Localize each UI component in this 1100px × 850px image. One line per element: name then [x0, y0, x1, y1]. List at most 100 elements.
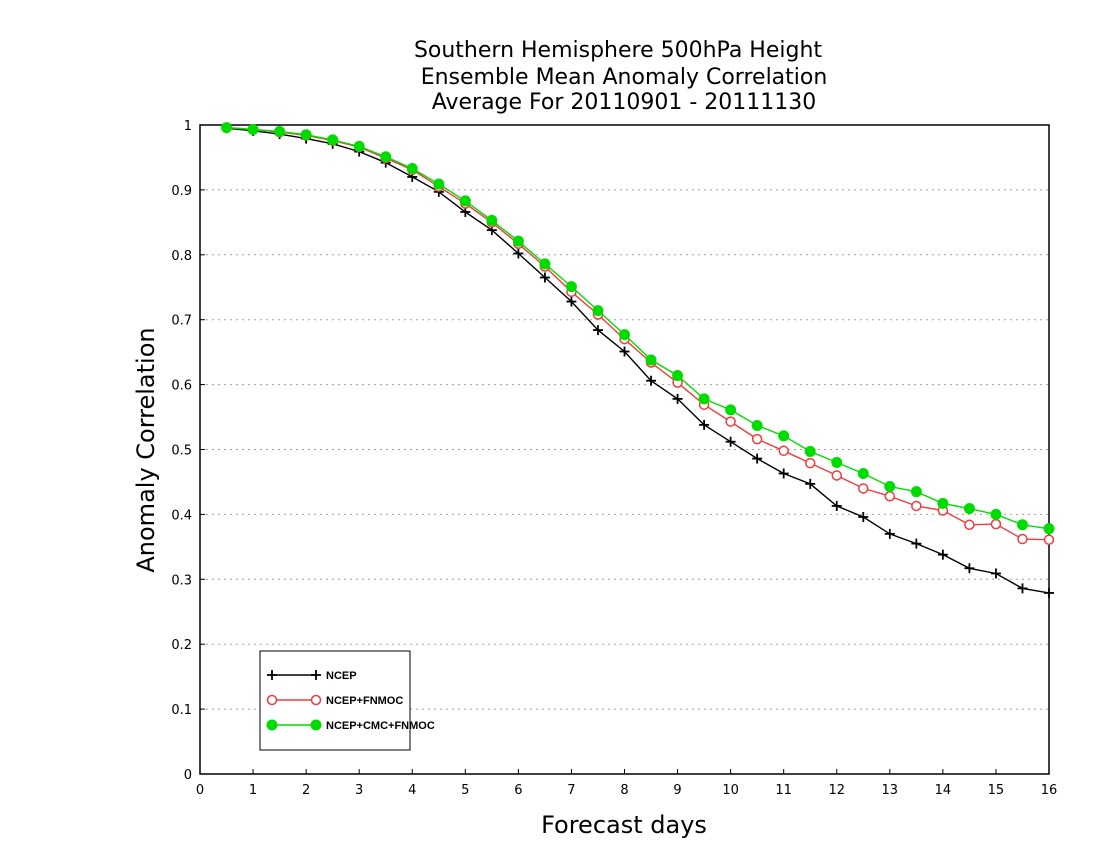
series-1-point-25 [884, 490, 896, 502]
series-0-point-12 [539, 272, 550, 283]
legend-marker-left-1 [266, 694, 278, 706]
chart-title-line-2: Ensemble Mean Anomaly Correlation [421, 65, 828, 90]
series-2-point-23 [831, 456, 843, 468]
series-2-point-3 [300, 129, 312, 141]
chart-title-line-1: Southern Hemisphere 500hPa Height [414, 38, 822, 63]
series-2-point-4 [327, 134, 339, 146]
series-0-point-14 [592, 325, 603, 336]
y-tick-label-2: 0.2 [171, 638, 192, 653]
series-2-point-2 [274, 125, 286, 137]
series-0-point-13 [566, 296, 577, 307]
series-1-point-21 [778, 445, 789, 457]
series-0-point-25 [884, 528, 895, 539]
series-0-point-30 [1017, 583, 1028, 594]
series-2-point-29 [990, 508, 1002, 520]
series-1-point-29 [990, 518, 1002, 530]
series-2-point-20 [751, 419, 763, 431]
x-tick-label-4: 4 [408, 783, 416, 798]
series-2-point-22 [804, 445, 816, 457]
x-tick-label-2: 2 [302, 783, 310, 798]
x-tick-label-0: 0 [196, 783, 204, 798]
series-2-point-19 [725, 404, 737, 416]
series-line-1 [226, 126, 1050, 541]
legend-marker-left-0 [267, 670, 277, 680]
y-tick-label-1: 0.1 [171, 703, 192, 718]
legend-label-2: NCEP+CMC+FNMOC [326, 720, 435, 732]
x-tick-label-13: 13 [882, 783, 899, 798]
series-2-point-26 [910, 486, 922, 498]
series-1-point-23 [831, 470, 842, 481]
legend-entry-1: NCEP+FNMOC [266, 694, 403, 707]
series-0-point-21 [778, 468, 789, 479]
series-1-point-22 [804, 457, 816, 469]
series-2-point-31 [1043, 523, 1055, 535]
series-2-point-10 [486, 214, 498, 226]
series-1-point-31 [1043, 534, 1055, 545]
series-2-point-12 [539, 258, 551, 270]
series-2-point-8 [433, 178, 445, 190]
series-2-point-21 [778, 430, 790, 442]
x-tick-label-14: 14 [935, 783, 952, 798]
legend-label-1: NCEP+FNMOC [326, 695, 403, 707]
series-2 [221, 122, 1055, 535]
series-0-point-20 [752, 453, 763, 464]
legend-marker-right-0 [311, 670, 321, 680]
series-0-point-31 [1044, 587, 1054, 598]
series-1-point-20 [751, 433, 763, 445]
series-0-point-29 [990, 568, 1001, 579]
x-tick-label-11: 11 [775, 783, 792, 798]
series-2-point-28 [963, 503, 975, 515]
series-2-point-16 [645, 354, 657, 366]
x-axis-title: Forecast days [541, 811, 707, 839]
series-0-point-23 [831, 500, 842, 511]
series-0-point-17 [672, 393, 683, 404]
y-tick-label-3: 0.3 [171, 573, 192, 588]
series-2-point-5 [353, 140, 365, 152]
chart-title: Southern Hemisphere 500hPa Height Ensemb… [414, 38, 827, 115]
series-2-point-25 [884, 480, 896, 492]
y-tick-label-5: 0.5 [171, 444, 192, 459]
legend-entry-0: NCEP [267, 670, 357, 682]
series-2-point-24 [857, 468, 869, 480]
x-tick-label-1: 1 [249, 783, 257, 798]
y-axis: 0 0.1 0.2 0.3 0.4 0.5 0.6 0.7 0.8 0.9 1 [171, 119, 205, 783]
series-2-point-11 [512, 235, 524, 247]
series-1-point-19 [725, 416, 736, 427]
x-tick-label-12: 12 [828, 783, 845, 798]
series-0 [221, 123, 1054, 598]
y-tick-label-7: 0.7 [171, 314, 192, 329]
series-1-point-28 [964, 519, 975, 531]
series-2-point-15 [619, 329, 630, 341]
series-1-point-24 [858, 483, 869, 494]
y-tick-label-4: 0.4 [171, 508, 192, 523]
series-2-point-7 [406, 162, 418, 174]
legend: NCEP NCEP+FNMOC NCEP+CMC+FNMOC [259, 650, 435, 751]
x-tick-label-7: 7 [567, 783, 575, 798]
chart-title-line-3: Average For 20110901 - 20111130 [432, 90, 817, 115]
series-0-point-22 [805, 478, 816, 489]
series-0-point-19 [725, 436, 736, 447]
series-0-point-18 [699, 419, 710, 430]
y-tick-label-6: 0.6 [171, 379, 192, 394]
x-tick-label-10: 10 [722, 783, 739, 798]
series-0-point-28 [964, 563, 975, 574]
legend-marker-right-2 [310, 719, 322, 731]
series-0-point-11 [513, 248, 524, 259]
series-2-point-17 [672, 370, 684, 382]
y-tick-label-9: 0.9 [171, 184, 192, 199]
series-2-point-30 [1016, 519, 1028, 531]
y-axis-title: Anomaly Correlation [132, 327, 160, 572]
series-line-2 [226, 126, 1050, 530]
series-1-point-30 [1017, 533, 1028, 545]
x-tick-label-15: 15 [988, 783, 1005, 798]
series-0-point-26 [911, 538, 922, 549]
series-2-point-14 [592, 305, 604, 317]
series-2-point-1 [247, 124, 259, 136]
series-2-point-18 [698, 393, 710, 405]
y-tick-label-10: 1 [184, 119, 192, 134]
x-tick-label-6: 6 [514, 783, 522, 798]
legend-entry-2: NCEP+CMC+FNMOC [266, 719, 435, 732]
series-2-point-9 [459, 195, 471, 207]
series-2-point-27 [937, 497, 949, 509]
